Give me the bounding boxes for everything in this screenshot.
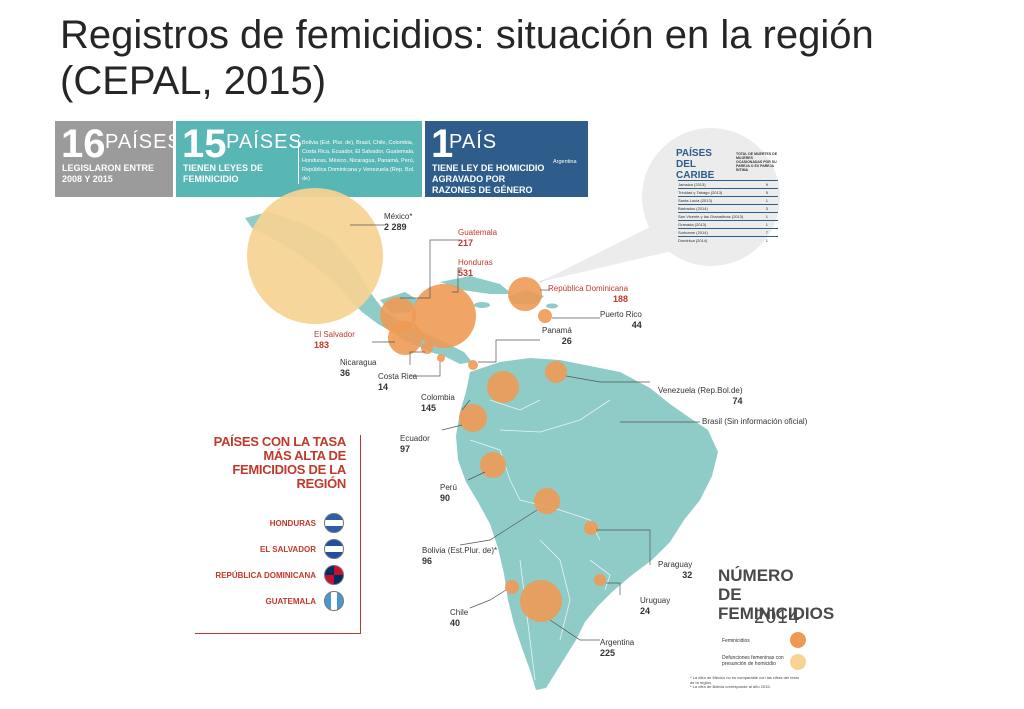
caribbean-row: Granada (2013) 1 — [678, 220, 778, 229]
legend-footnote: * La cifra de México no es comparable co… — [690, 675, 799, 685]
label-venezuela: Venezuela (Rep.Bol.de) 74 — [658, 386, 743, 406]
banner-number: 16 — [61, 122, 106, 166]
honduras-flag-icon — [324, 513, 344, 533]
rate-country-name: REPÚBLICA DOMINICANA — [215, 570, 316, 580]
bubble-republica-dominicana — [508, 277, 542, 311]
label-brasil: Brasil (Sin información oficial) — [702, 417, 808, 426]
banner-subtitle: TIENE LEY DE HOMICIDIO AGRAVADO POR RAZO… — [432, 163, 545, 195]
caribbean-row: Dominica (2014) 1 — [678, 236, 778, 245]
bubble-panama — [468, 360, 478, 370]
legend-title: NÚMERO DE FEMINICIDIOS — [718, 566, 835, 623]
label-colombia: Colombia 145 — [421, 393, 455, 413]
label-republica-dominicana: República Dominicana 188 — [548, 284, 629, 304]
bubble-ecuador — [459, 404, 487, 432]
label-argentina: Argentina 225 — [600, 638, 635, 658]
banner-unit: PAÍSES — [226, 131, 303, 153]
banner-1-country: 1 PAÍS TIENE LEY DE HOMICIDIO AGRAVADO P… — [425, 121, 588, 197]
bubble-chile — [505, 580, 519, 594]
label-bolivia: Bolivia (Est.Plur. de)* 96 — [422, 546, 498, 566]
label-costa-rica: Costa Rica 14 — [378, 372, 418, 392]
label-ecuador: Ecuador 97 — [400, 434, 430, 454]
label-chile: Chile 40 — [450, 608, 469, 628]
rate-country-name: HONDURAS — [269, 518, 316, 528]
el-salvador-flag-icon — [324, 539, 344, 559]
legend-item-no-comparable: Defunciones femeninas con presunción de … — [722, 655, 784, 667]
bubble-paraguay — [584, 521, 598, 535]
caribbean-row: Barbados (2014) 3 — [678, 204, 778, 213]
rate-country-name: EL SALVADOR — [259, 544, 316, 554]
legend-no-comparable-swatch — [790, 654, 806, 670]
banner-country-list: Argentina — [553, 159, 577, 165]
bubble-costa-rica — [437, 354, 445, 362]
banner-number: 15 — [182, 122, 227, 166]
banner-subtitle: LEGISLARON ENTRE 2008 Y 2015 — [62, 163, 155, 184]
label-puerto-rico: Puerto Rico 44 — [600, 310, 642, 330]
banner-16-countries: 16 PAÍSES LEGISLARON ENTRE 2008 Y 2015 — [55, 121, 181, 197]
bubble-bolivia — [534, 488, 560, 514]
caribbean-column-header: TOTAL DE MUERTES DE MUJERES OCASIONADAS … — [736, 152, 778, 172]
label-paraguay: Paraguay 32 — [658, 560, 693, 580]
caribbean-title: PAÍSES DEL CARIBE — [676, 148, 715, 181]
label-nicaragua: Nicaragua 36 — [340, 358, 377, 378]
banner-unit: PAÍS — [449, 131, 498, 153]
bubble-peru — [480, 452, 506, 478]
bubble-honduras — [412, 284, 476, 348]
caribbean-callout — [540, 222, 676, 282]
label-peru: Perú 90 — [440, 483, 457, 503]
label-guatemala: Guatemala 217 — [458, 228, 498, 248]
banner-country-list: Bolivia (Est. Plur. de), Brasil, Chile, … — [298, 139, 422, 184]
banner-number: 1 — [431, 122, 454, 166]
banner-subtitle: TIENEN LEYES DE FEMINICIDIO — [183, 163, 264, 184]
caribbean-row: Santa Lucía (2013) 1 — [678, 196, 778, 205]
highest-rate-title: PAÍSES CON LA TASA MÁS ALTA DE FEMICIDIO… — [213, 434, 347, 491]
highest-rate-panel: PAÍSES CON LA TASA MÁS ALTA DE FEMICIDIO… — [195, 435, 361, 634]
label-mexico: México* 2 289 — [384, 212, 413, 232]
slide-title: Registros de femicidios: situación en la… — [60, 13, 874, 103]
caribbean-row: Jamaica (2013) 9 — [678, 180, 778, 189]
caribbean-row: San Vicente y las Granadinas (2013) 1 — [678, 212, 778, 221]
guatemala-flag-icon — [324, 591, 344, 611]
rate-country-name: GUATEMALA — [265, 596, 316, 606]
label-el-salvador: El Salvador 183 — [314, 330, 355, 350]
bubble-venezuela — [545, 361, 567, 383]
bubble-el-salvador — [388, 321, 422, 355]
rate-row-republica-dominicana: REPÚBLICA DOMINICANA — [215, 565, 344, 585]
bubble-nicaragua — [421, 342, 433, 354]
legend-year: 2014 — [754, 607, 801, 628]
rate-row-honduras: HONDURAS — [270, 513, 344, 533]
bubble-uruguay — [594, 574, 606, 586]
rate-row-guatemala: GUATEMALA — [265, 591, 344, 611]
caribbean-row: Trinidad y Tabago (2013) 5 — [678, 188, 778, 197]
rate-row-el-salvador: EL SALVADOR — [260, 539, 344, 559]
bubble-argentina — [520, 580, 562, 622]
label-uruguay: Uruguay 24 — [640, 596, 671, 616]
bubble-puerto-rico — [538, 309, 552, 323]
caribbean-row: Suriname (2014) 7 — [678, 228, 778, 237]
banner-15-countries: 15 PAÍSES TIENEN LEYES DE FEMINICIDIO Bo… — [176, 121, 422, 197]
land-puerto-rico — [546, 303, 558, 309]
legend-femicidio-swatch — [790, 632, 806, 648]
bubble-colombia — [487, 371, 519, 403]
banner-unit: PAÍSES — [105, 131, 182, 153]
legend-item-femicidio: Feminicidios — [722, 638, 750, 644]
label-panama: Panamá 26 — [542, 326, 572, 346]
land-jamaica — [474, 302, 490, 308]
dominican-republic-flag-icon — [324, 565, 344, 585]
legend-footnote: * La cifra de Bolivia corresponde al año… — [690, 684, 771, 689]
bubble-mexico — [247, 188, 383, 324]
caribbean-table: PAÍSES DEL CARIBE TOTAL DE MUERTES DE MU… — [642, 128, 780, 266]
label-honduras: Honduras 531 — [458, 258, 493, 278]
